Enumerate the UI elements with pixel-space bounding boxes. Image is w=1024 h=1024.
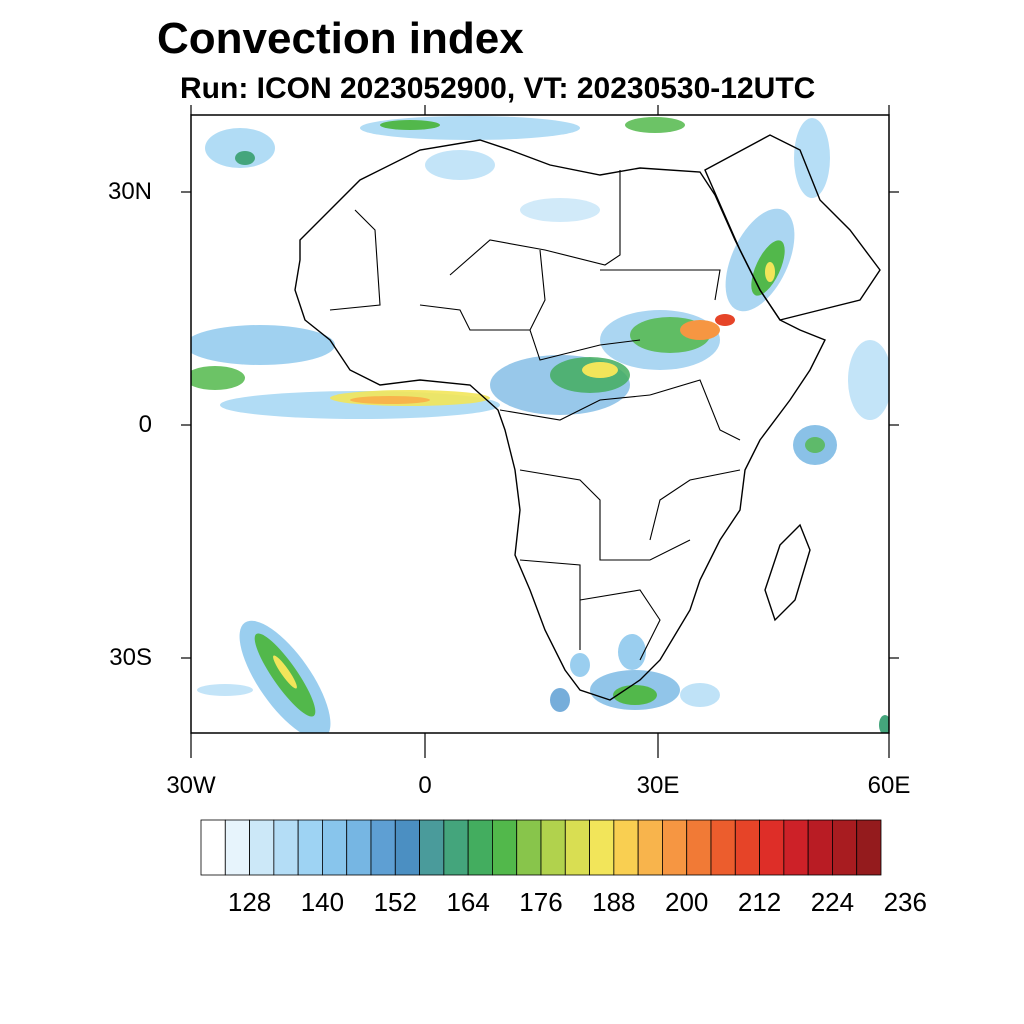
colorbar-swatch bbox=[783, 819, 809, 876]
colorbar-swatch bbox=[346, 819, 372, 876]
colorbar-swatch bbox=[297, 819, 323, 876]
chart-title: Convection index bbox=[157, 14, 524, 63]
colorbar-swatch bbox=[249, 819, 275, 876]
chart-subtitle: Run: ICON 2023052900, VT: 20230530-12UTC bbox=[180, 72, 816, 105]
coastlines bbox=[294, 134, 881, 701]
colorbar-swatch bbox=[419, 819, 445, 876]
colorbar-swatch bbox=[273, 819, 299, 876]
colorbar-swatch bbox=[443, 819, 469, 876]
colorbar-swatch bbox=[759, 819, 785, 876]
colorbar-swatch bbox=[540, 819, 566, 876]
colorbar-swatch bbox=[613, 819, 639, 876]
lat-label-0: 0 bbox=[138, 411, 152, 438]
colorbar-swatch bbox=[589, 819, 615, 876]
colorbar-swatch bbox=[832, 819, 858, 876]
lat-label-30s: 30S bbox=[109, 644, 152, 671]
colorbar bbox=[200, 819, 882, 876]
colorbar-swatch bbox=[662, 819, 688, 876]
lon-label-30w: 30W bbox=[166, 772, 216, 799]
colorbar-label: 200 bbox=[665, 887, 709, 917]
axis-ticks bbox=[181, 105, 899, 758]
colorbar-swatch bbox=[467, 819, 493, 876]
lon-label-0: 0 bbox=[418, 772, 432, 799]
colorbar-label: 164 bbox=[446, 887, 490, 917]
colorbar-swatch bbox=[516, 819, 542, 876]
colorbar-swatch bbox=[564, 819, 590, 876]
colorbar-swatch bbox=[734, 819, 760, 876]
colorbar-label: 224 bbox=[810, 887, 855, 917]
convection-field bbox=[191, 116, 889, 733]
lat-label-30n: 30N bbox=[107, 178, 152, 205]
colorbar-label: 152 bbox=[373, 887, 417, 917]
colorbar-swatch bbox=[807, 819, 833, 876]
colorbar-label: 140 bbox=[300, 887, 345, 917]
colorbar-swatch bbox=[637, 819, 663, 876]
colorbar-swatch bbox=[492, 819, 518, 876]
colorbar-swatch bbox=[686, 819, 712, 876]
lon-label-60e: 60E bbox=[867, 772, 911, 799]
colorbar-swatch bbox=[322, 819, 348, 876]
colorbar-swatch bbox=[710, 819, 736, 876]
colorbar-swatch bbox=[370, 819, 396, 876]
colorbar-label: 212 bbox=[737, 887, 782, 917]
country-borders bbox=[329, 170, 741, 661]
colorbar-swatch bbox=[200, 819, 226, 876]
colorbar-label: 128 bbox=[227, 887, 272, 917]
map-frame bbox=[190, 114, 890, 734]
colorbar-label: 176 bbox=[519, 887, 563, 917]
colorbar-label: 236 bbox=[883, 887, 927, 917]
colorbar-label: 188 bbox=[592, 887, 636, 917]
colorbar-swatch bbox=[224, 819, 250, 876]
lon-label-30e: 30E bbox=[636, 772, 680, 799]
colorbar-swatch bbox=[856, 819, 882, 876]
colorbar-swatch bbox=[394, 819, 420, 876]
